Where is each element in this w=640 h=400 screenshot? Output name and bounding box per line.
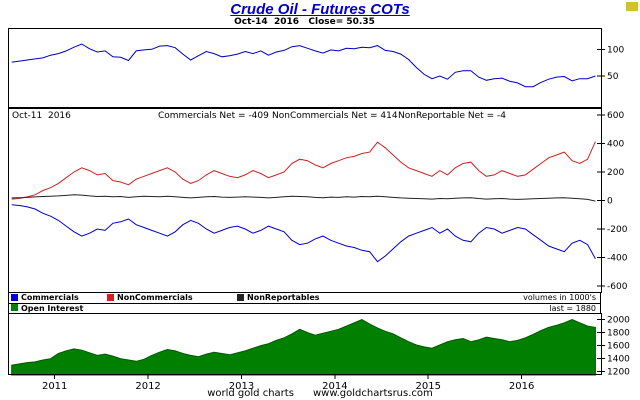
crude-oil-close [11, 43, 596, 88]
x-tick-label: 2012 [135, 381, 160, 391]
open-interest-panel: 2000 1800 1600 1400 1200 2011 2012 2013 2014 2015… [8, 313, 630, 391]
x-tick-label: 2015 [416, 381, 441, 391]
y-tick-label: -400 [607, 253, 628, 263]
cot-panel: 600 400 200 0 -200 -400 -600 [8, 108, 628, 293]
y-tick-label: 2000 [607, 316, 630, 326]
x-tick-label: 2014 [322, 381, 347, 391]
cot-date-label: Oct-11 2016 [12, 111, 71, 121]
nonreportables-swatch [237, 294, 244, 301]
price-panel: 50 100 [8, 28, 624, 108]
cot-legend-row: Commercials NonCommercials NonReportable… [8, 293, 601, 304]
x-tick-label: 2016 [509, 381, 534, 391]
last-value-note: last = 1880 [549, 304, 596, 313]
nonreportables-legend-label: NonReportables [247, 293, 320, 302]
nonreportable-net-label: NonReportable Net = -4 [398, 111, 506, 121]
y-tick-label: 200 [607, 168, 624, 178]
cot-header-row: Oct-11 2016 Commercials Net = -409 NonCo… [0, 111, 640, 122]
y-tick-label: 1600 [607, 342, 630, 352]
commercials-net [11, 204, 596, 263]
noncommercials-net-label: NonCommercials Net = 414 [272, 111, 398, 121]
footer-credit: world gold charts www.goldchartsrus.com [207, 388, 433, 399]
commercials-net-label: Commercials Net = -409 [158, 111, 269, 121]
x-tick-label: 2011 [42, 381, 67, 391]
highlight-marker [626, 2, 638, 11]
y-tick-label: 0 [607, 197, 613, 207]
y-tick-label: 1200 [607, 368, 630, 378]
volumes-note: volumes in 1000's [523, 293, 596, 302]
y-tick-label: -200 [607, 225, 628, 235]
commercials-swatch [11, 294, 18, 301]
panel-border [8, 108, 602, 293]
open-interest-swatch [11, 304, 18, 311]
open-interest-legend-label: Open Interest [21, 304, 84, 313]
y-tick-label: 50 [607, 72, 619, 82]
commercials-legend-label: Commercials [21, 293, 79, 302]
nonreportables-net [11, 194, 596, 202]
noncommercials-legend-label: NonCommercials [117, 293, 193, 302]
noncommercials-swatch [107, 294, 114, 301]
open-interest-legend-row: Open Interest last = 1880 [8, 304, 601, 313]
x-tick-label: 2013 [229, 381, 254, 391]
chart-subtitle: Oct-14 2016 Close= 50.35 [234, 17, 375, 27]
open-interest [11, 318, 596, 376]
y-tick-label: -600 [607, 282, 628, 292]
panel-border [8, 313, 602, 375]
y-tick-label: 400 [607, 140, 624, 150]
noncommercials-net [11, 141, 596, 200]
panel-border [8, 28, 602, 108]
y-tick-label: 1800 [607, 329, 630, 339]
y-tick-label: 600 [607, 111, 624, 121]
y-tick-label: 100 [607, 45, 624, 55]
chart-title: Crude Oil - Futures COTs [230, 1, 410, 18]
y-tick-label: 1400 [607, 355, 630, 365]
